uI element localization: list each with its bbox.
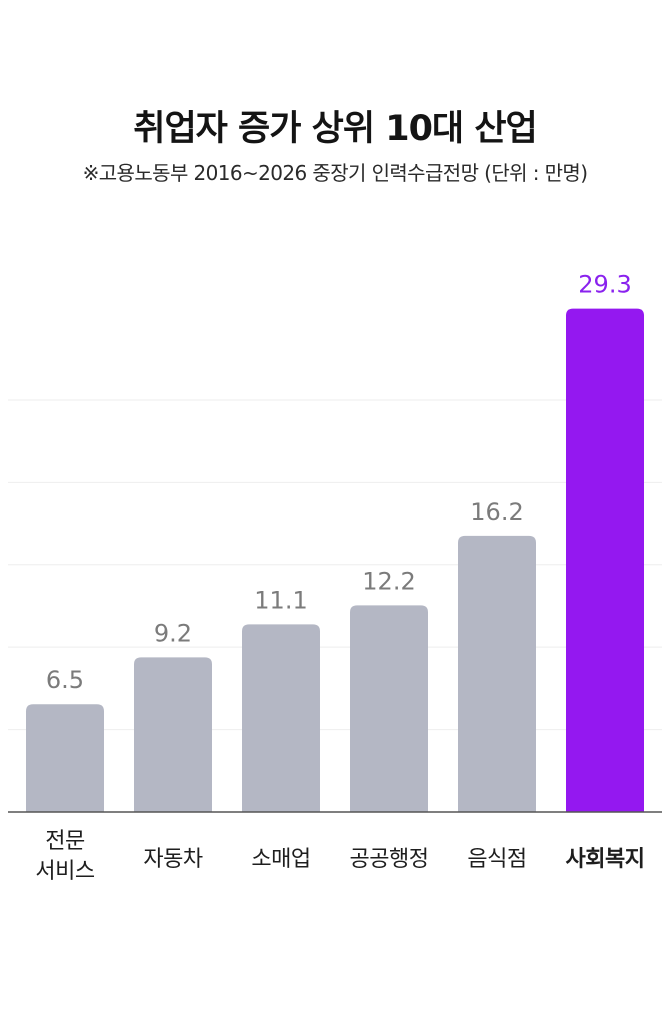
- bar: [134, 657, 212, 812]
- value-label: 16.2: [470, 498, 523, 526]
- bar: [350, 605, 428, 812]
- value-label: 29.3: [578, 271, 631, 299]
- chart-subtitle: ※고용노동부 2016~2026 중장기 인력수급전망 (단위 : 만명): [82, 161, 588, 185]
- category-label: 사회복지: [566, 847, 645, 872]
- bar: [458, 535, 536, 812]
- value-label: 6.5: [46, 666, 84, 694]
- bar: [566, 308, 644, 812]
- category-label: 공공행정: [350, 847, 429, 872]
- category-label: 전문: [45, 829, 85, 854]
- value-label: 11.1: [254, 586, 307, 614]
- category-label: 자동차: [143, 847, 202, 872]
- category-label: 서비스: [35, 859, 94, 884]
- value-label: 12.2: [362, 567, 415, 595]
- bar: [26, 704, 104, 812]
- category-label: 소매업: [251, 847, 310, 872]
- value-label: 9.2: [154, 619, 192, 647]
- chart-title: 취업자 증가 상위 10대 산업: [133, 109, 537, 149]
- bar: [242, 624, 320, 812]
- category-label: 음식점: [467, 847, 526, 872]
